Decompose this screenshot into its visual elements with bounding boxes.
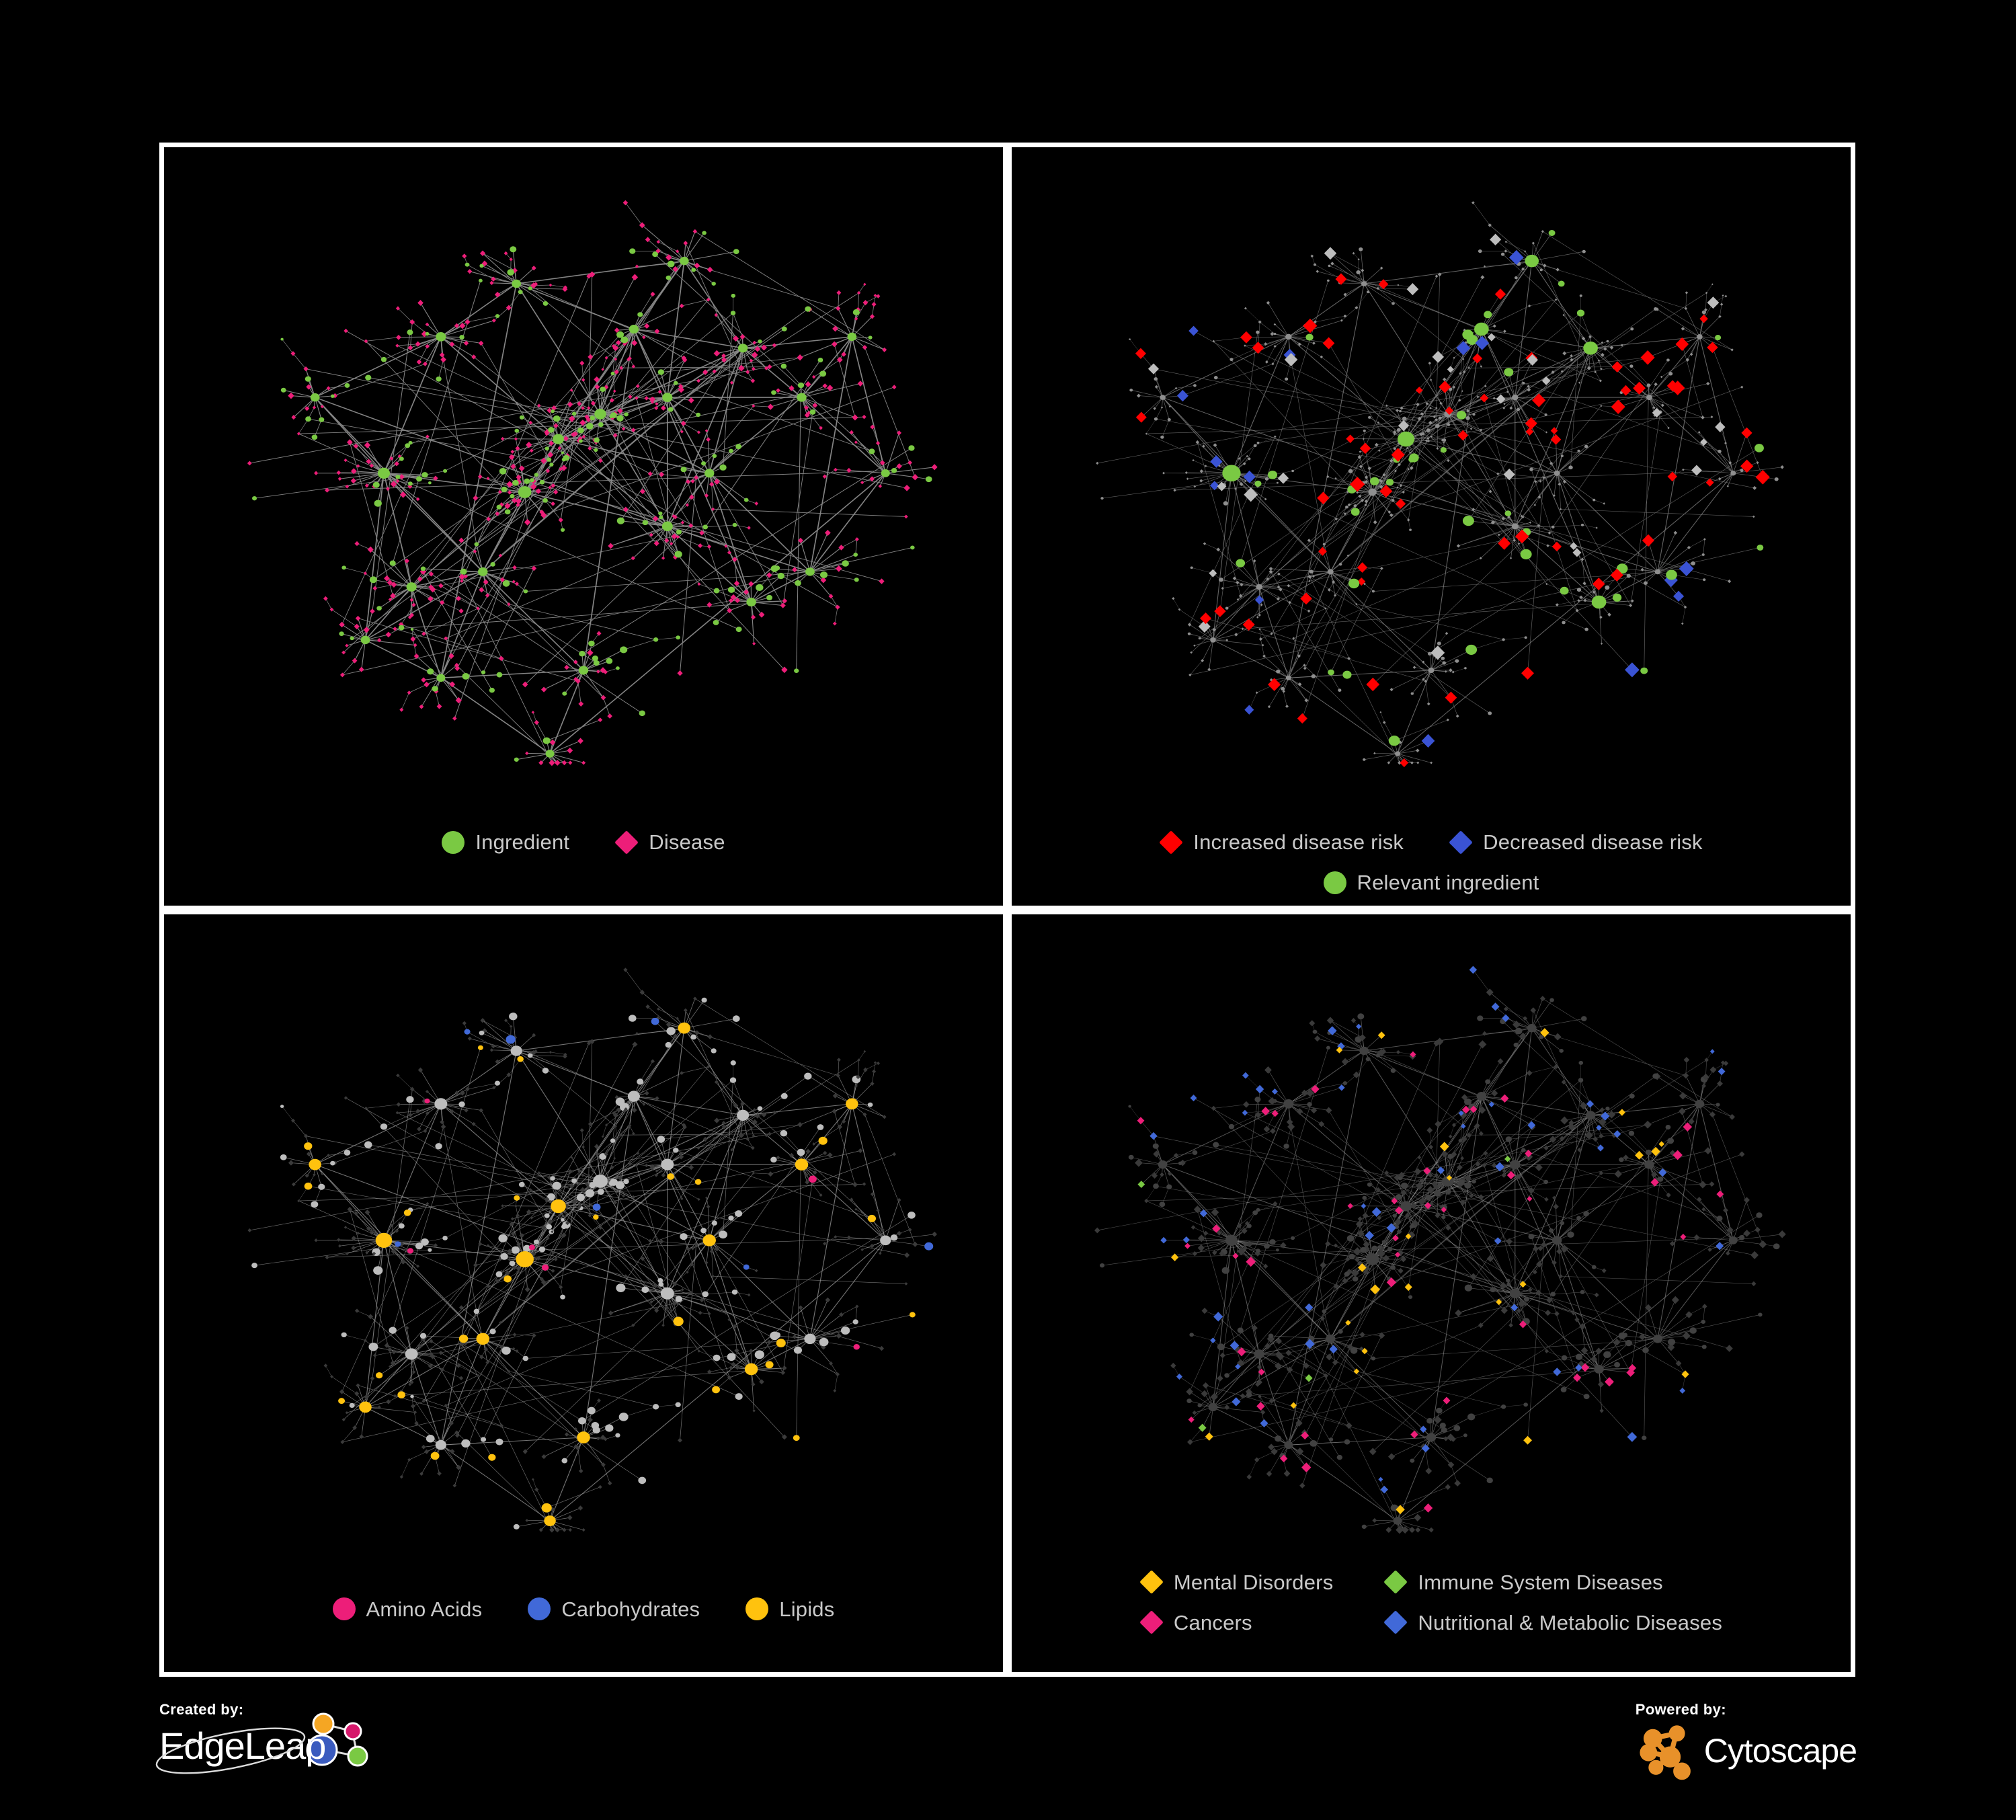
panel-disease-risk[interactable]: Increased disease risk Decreased disease… — [1012, 147, 1851, 906]
network-canvas-2[interactable] — [1012, 147, 1851, 906]
panel-ingredient-classes[interactable]: Amino Acids Carbohydrates Lipids — [164, 914, 1003, 1673]
created-by-edgeleap-logo[interactable]: Created by: EdgeLeap — [155, 1701, 374, 1774]
network-canvas-1[interactable] — [164, 147, 1003, 906]
edgeleap-node-icon — [306, 1712, 368, 1767]
powered-by-kicker: Powered by: — [1635, 1701, 1726, 1718]
created-by-kicker: Created by: — [159, 1701, 244, 1718]
footer: Created by: EdgeLeap Powered by: — [155, 1681, 1857, 1809]
cytoscape-wordmark: Cytoscape — [1703, 1732, 1857, 1770]
cytoscape-icon — [1640, 1725, 1691, 1780]
network-canvas-3[interactable] — [164, 914, 1003, 1673]
edgeleap-wordmark: EdgeLeap — [159, 1724, 326, 1767]
panel-disease-classes[interactable]: Mental Disorders Immune System Diseases … — [1012, 914, 1851, 1673]
network-canvas-4[interactable] — [1012, 914, 1851, 1673]
panel-ingredient-disease[interactable]: Ingredient Disease — [164, 147, 1003, 906]
powered-by-cytoscape-logo[interactable]: Powered by: Cytoscape — [1636, 1701, 1857, 1782]
figure-frame: Ingredient Disease Increased disease ris… — [159, 143, 1855, 1677]
